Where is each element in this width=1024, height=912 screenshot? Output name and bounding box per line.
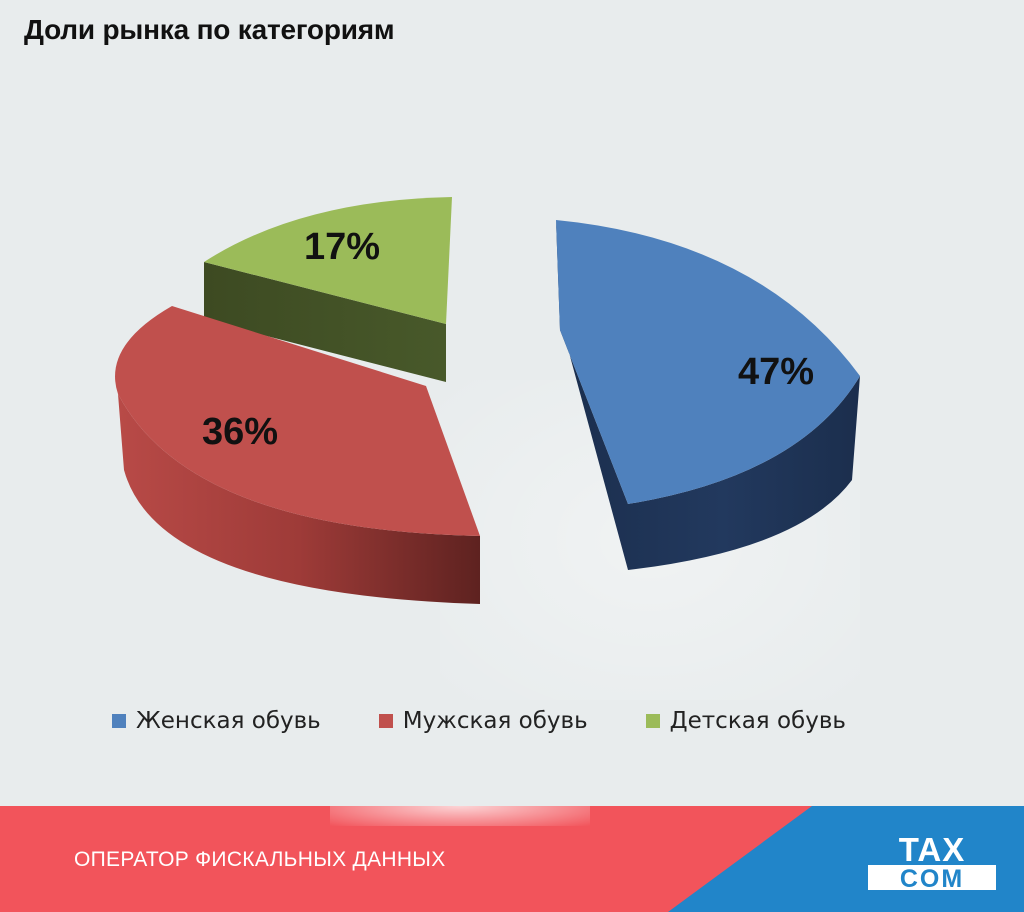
slice-side-kids — [204, 262, 446, 382]
slice-mens — [115, 306, 480, 536]
logo-text-tax: TAX — [899, 834, 966, 868]
legend-swatch-kids — [645, 714, 660, 728]
taxcom-logo: TAX COM — [868, 834, 996, 892]
slice-group-kids: 17% — [204, 197, 452, 382]
footer-glow — [330, 806, 590, 826]
footer-banner: ОПЕРАТОР ФИСКАЛЬНЫХ ДАННЫХ TAX COM — [0, 806, 1024, 912]
pie-chart: 17% 36% 47% — [115, 197, 860, 604]
legend-item-mens: Мужская обувь — [378, 708, 588, 734]
legend-label-womens: Женская обувь — [136, 708, 321, 734]
legend-swatch-mens — [378, 714, 393, 728]
legend-item-kids: Детская обувь — [645, 708, 846, 734]
data-label-womens: 47% — [738, 351, 814, 393]
data-label-mens: 36% — [202, 411, 278, 453]
slice-side-womens — [556, 220, 860, 570]
legend-label-kids: Детская обувь — [669, 708, 846, 734]
logo-text-com: COM — [900, 865, 964, 892]
slice-group-mens: 36% — [115, 306, 480, 604]
slice-kids — [204, 197, 452, 324]
chart-title: Доли рынка по категориям — [24, 14, 395, 45]
slice-side-mens — [118, 394, 480, 604]
chart-legend: Женская обувь Мужская обувь Детская обув… — [112, 708, 846, 734]
footer-tagline: ОПЕРАТОР ФИСКАЛЬНЫХ ДАННЫХ — [74, 848, 446, 871]
logo-plate — [868, 865, 996, 890]
legend-swatch-womens — [112, 714, 126, 728]
legend-item-womens: Женская обувь — [112, 708, 321, 734]
slice-group-womens: 47% — [556, 220, 860, 570]
slice-womens — [556, 220, 860, 504]
legend-label-mens: Мужская обувь — [402, 708, 588, 734]
data-label-kids: 17% — [304, 226, 380, 268]
